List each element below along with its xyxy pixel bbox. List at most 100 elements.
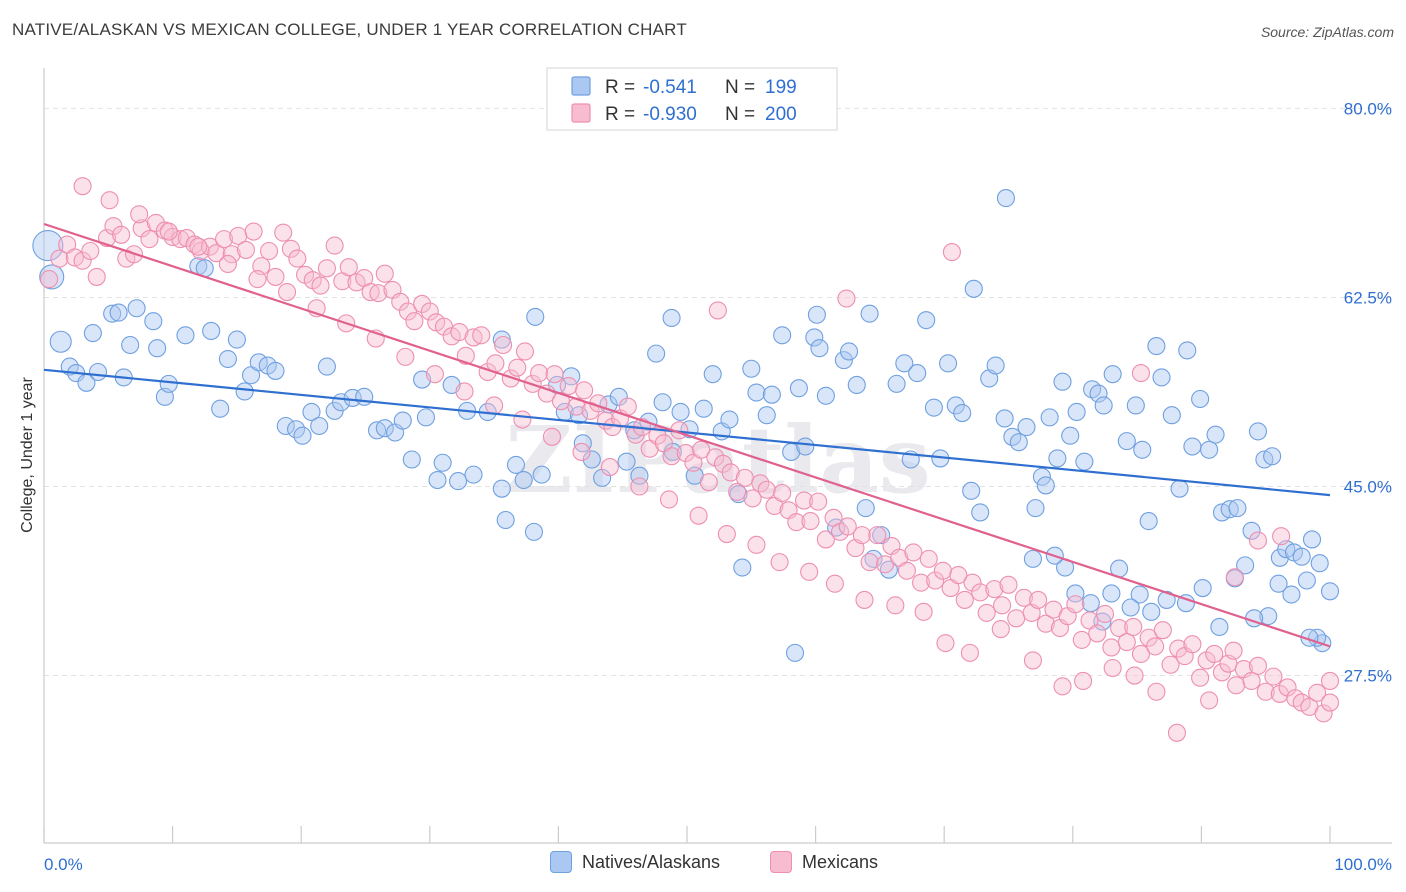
natives-point bbox=[789, 379, 808, 398]
natives-point bbox=[1075, 452, 1094, 471]
mexicans-point bbox=[100, 191, 119, 210]
natives-point bbox=[532, 465, 551, 484]
mexicans-point bbox=[1095, 604, 1114, 624]
mexicans-point bbox=[743, 489, 762, 508]
mexicans-point bbox=[369, 284, 388, 303]
natives-point bbox=[796, 437, 815, 456]
natives-point bbox=[1117, 432, 1136, 451]
natives-point bbox=[773, 326, 792, 345]
mexicans-point bbox=[73, 251, 92, 270]
mexicans-point bbox=[801, 512, 820, 531]
mexicans-point bbox=[618, 397, 637, 416]
natives-point bbox=[908, 364, 927, 383]
natives-point bbox=[1236, 556, 1255, 575]
natives-point bbox=[671, 402, 690, 422]
legend-item-natives[interactable]: Natives/Alaskans bbox=[550, 851, 720, 873]
natives-point bbox=[1142, 602, 1161, 621]
mexicans-point bbox=[1072, 630, 1091, 649]
mexicans-point bbox=[1320, 671, 1340, 691]
natives-point bbox=[1032, 467, 1051, 486]
natives-point bbox=[202, 321, 221, 340]
natives-point bbox=[1017, 418, 1036, 437]
mexicans-point bbox=[1023, 651, 1042, 670]
mexicans-point bbox=[325, 236, 344, 255]
mexicans-point bbox=[942, 243, 961, 262]
mexicans-point bbox=[926, 571, 945, 590]
mexicans-point bbox=[1131, 364, 1151, 383]
mexicans-point bbox=[494, 335, 513, 355]
mexicans-point bbox=[425, 365, 444, 384]
mexicans-point bbox=[936, 634, 955, 653]
natives-trend-line bbox=[43, 368, 1331, 497]
mexicans-point bbox=[735, 468, 754, 487]
mexicans-point bbox=[1248, 531, 1268, 550]
mexicans-point bbox=[1153, 621, 1172, 640]
natives-point bbox=[1130, 585, 1149, 604]
mexicans-point bbox=[838, 517, 857, 536]
mexicans-point bbox=[837, 289, 856, 308]
natives-point bbox=[609, 387, 628, 406]
natives-point bbox=[1009, 433, 1028, 452]
mexicans-point bbox=[1110, 618, 1129, 638]
mexicans-point bbox=[339, 258, 358, 277]
natives-point bbox=[293, 426, 312, 445]
natives-point bbox=[103, 304, 122, 323]
natives-point bbox=[144, 312, 163, 331]
natives-point bbox=[946, 396, 965, 415]
mexicans-point bbox=[770, 553, 789, 572]
mexicans-point bbox=[236, 240, 255, 259]
mexicans-point bbox=[960, 643, 979, 662]
natives-point bbox=[807, 305, 826, 324]
legend-swatch-blue bbox=[550, 851, 572, 873]
mexicans-point bbox=[747, 535, 766, 554]
n-value: 200 bbox=[765, 104, 797, 125]
natives-point bbox=[1026, 499, 1045, 518]
mexicans-point bbox=[993, 596, 1012, 615]
mexicans-point bbox=[659, 490, 679, 509]
mexicans-point bbox=[897, 561, 916, 580]
mexicans-point bbox=[1125, 666, 1144, 685]
stats-swatch-pink bbox=[571, 103, 591, 123]
natives-point bbox=[1081, 594, 1100, 613]
natives-point bbox=[492, 479, 511, 498]
mexicans-point bbox=[1256, 682, 1275, 701]
mexicans-point bbox=[214, 230, 234, 249]
natives-point bbox=[964, 279, 983, 298]
mexicans-point bbox=[728, 482, 747, 501]
natives-point bbox=[1320, 582, 1340, 601]
natives-point bbox=[1297, 571, 1316, 590]
mexicans-point bbox=[1191, 668, 1210, 687]
mexicans-point bbox=[508, 358, 527, 377]
natives-point bbox=[839, 342, 859, 361]
mexicans-point bbox=[676, 443, 695, 463]
mexicans-point bbox=[405, 312, 424, 331]
natives-point bbox=[742, 359, 761, 378]
mexicans-point bbox=[311, 276, 330, 295]
mexicans-point bbox=[398, 302, 417, 321]
mexicans-point bbox=[991, 620, 1010, 639]
natives-point bbox=[1206, 425, 1225, 444]
mexicans-point bbox=[274, 223, 293, 242]
mexicans-point bbox=[130, 205, 149, 224]
mexicans-point bbox=[1007, 609, 1026, 628]
mexicans-point bbox=[1272, 527, 1291, 546]
legend-item-mexicans[interactable]: Mexicans bbox=[770, 851, 878, 873]
natives-point bbox=[1139, 512, 1158, 531]
natives-point bbox=[856, 499, 875, 518]
stats-legend-box bbox=[546, 67, 838, 131]
mexicans-point bbox=[87, 267, 106, 286]
natives-point bbox=[1040, 408, 1059, 427]
mexicans-point bbox=[530, 364, 549, 383]
natives-point bbox=[1178, 341, 1197, 360]
stats-swatch-blue bbox=[571, 76, 591, 96]
natives-point bbox=[971, 503, 990, 522]
natives-point bbox=[83, 324, 102, 343]
mexicans-point bbox=[559, 376, 578, 396]
natives-point bbox=[1162, 406, 1181, 425]
mexicans-point bbox=[955, 590, 974, 609]
mexicans-point bbox=[1146, 637, 1165, 656]
mexicans-trend-line bbox=[43, 222, 1331, 648]
natives-point bbox=[1067, 402, 1086, 422]
mexicans-point bbox=[852, 526, 871, 545]
mexicans-point bbox=[914, 602, 933, 621]
